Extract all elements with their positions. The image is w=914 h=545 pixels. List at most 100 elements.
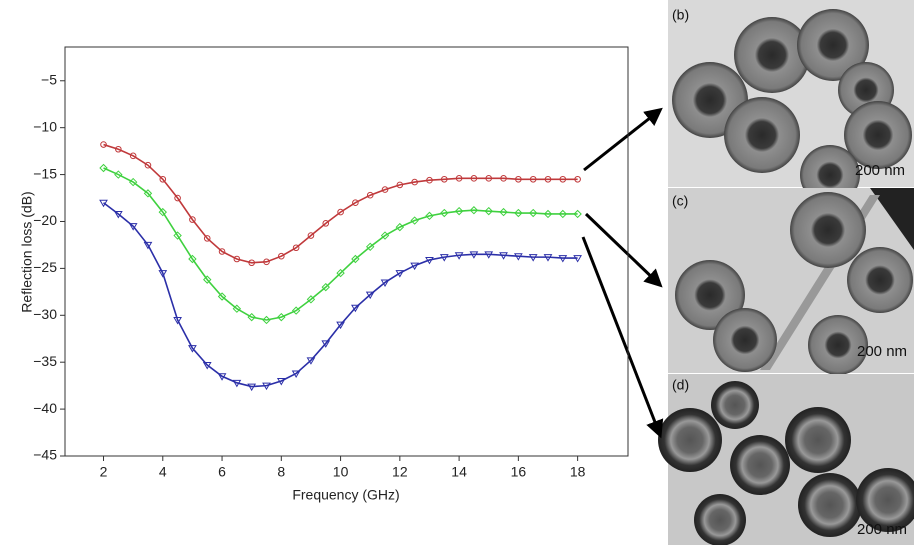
data-point: [159, 175, 167, 183]
data-point: [321, 340, 331, 348]
data-point: [380, 231, 390, 240]
panel-label: (b): [672, 7, 689, 23]
data-point: [188, 254, 197, 264]
data-point: [217, 292, 227, 301]
data-point: [322, 220, 330, 227]
data-point: [543, 254, 553, 262]
data-point: [351, 304, 360, 313]
series-line: [103, 143, 578, 264]
y-tick-label: −15: [33, 165, 57, 181]
data-point: [336, 321, 345, 330]
panel-label: (c): [672, 193, 688, 209]
data-point: [499, 207, 508, 217]
data-point: [410, 262, 420, 271]
data-point: [202, 362, 212, 370]
y-tick-label: −45: [33, 447, 57, 463]
x-tick-label: 16: [511, 464, 527, 480]
data-point: [128, 177, 138, 187]
y-tick-label: −40: [33, 400, 57, 416]
data-point: [439, 254, 449, 262]
data-point: [276, 377, 286, 386]
data-point: [203, 275, 212, 284]
data-point: [469, 206, 479, 215]
data-point: [232, 379, 242, 388]
data-point: [291, 306, 301, 315]
data-point: [380, 279, 390, 287]
data-point: [543, 209, 553, 219]
data-point: [395, 222, 405, 232]
data-point: [366, 191, 374, 199]
data-point: [454, 252, 464, 260]
data-point: [143, 241, 153, 250]
x-tick-label: 2: [100, 464, 108, 480]
data-point: [128, 223, 138, 231]
data-point: [426, 176, 433, 184]
data-point: [217, 373, 227, 381]
data-point: [396, 181, 404, 189]
data-point: [485, 175, 493, 182]
x-tick-label: 14: [451, 464, 467, 480]
data-point: [247, 383, 257, 392]
data-point: [529, 175, 537, 183]
y-tick-label: −35: [33, 353, 57, 369]
data-point: [113, 210, 123, 219]
scale-bar-label: 200 nm: [855, 162, 905, 179]
data-point: [558, 209, 568, 219]
data-point: [143, 189, 153, 198]
data-point: [262, 382, 271, 391]
data-point: [454, 206, 464, 216]
data-point: [278, 252, 285, 260]
data-point: [574, 175, 581, 183]
data-point: [528, 254, 538, 262]
data-point: [115, 145, 122, 153]
data-point: [144, 161, 152, 169]
x-tick-label: 4: [159, 464, 167, 480]
x-tick-label: 12: [392, 464, 408, 480]
data-point: [381, 186, 389, 193]
x-tick-label: 8: [277, 464, 285, 480]
data-point: [307, 232, 315, 239]
data-point: [277, 312, 286, 322]
data-point: [544, 175, 552, 183]
data-point: [248, 259, 255, 267]
x-tick-label: 18: [570, 464, 586, 480]
y-tick-label: −30: [33, 306, 57, 322]
data-point: [188, 345, 197, 353]
scale-bar-label: 200 nm: [857, 343, 907, 360]
data-point: [173, 316, 182, 325]
data-point: [484, 251, 494, 259]
data-point: [233, 255, 241, 263]
x-axis-title: Frequency (GHz): [292, 487, 399, 503]
data-point: [100, 141, 107, 148]
data-point: [514, 208, 523, 218]
data-point: [484, 206, 493, 216]
data-point: [129, 152, 137, 160]
y-axis-title: Reflection loss (dB): [19, 191, 35, 312]
data-point: [440, 208, 449, 218]
data-point: [158, 207, 167, 217]
data-point: [528, 208, 538, 218]
tem-panels: (b) 200 nm (c) 200 nm (d) 200 nm: [658, 0, 914, 545]
data-point: [351, 254, 360, 264]
data-point: [247, 312, 256, 322]
x-tick-label: 6: [218, 464, 226, 480]
panel-label: (d): [672, 377, 689, 393]
series-line: [103, 202, 578, 388]
series-line: [103, 167, 578, 321]
data-point: [173, 231, 182, 240]
data-point: [513, 253, 523, 261]
data-point: [189, 216, 196, 223]
data-point: [365, 242, 375, 252]
data-point: [99, 163, 108, 173]
data-point: [559, 175, 567, 183]
data-point: [263, 258, 270, 266]
data-point: [174, 194, 181, 202]
plot-frame: [64, 46, 629, 457]
data-point: [499, 252, 508, 260]
y-tick-label: −20: [33, 212, 57, 228]
data-point: [515, 175, 522, 183]
scale-bar-label: 200 nm: [857, 521, 907, 538]
data-point: [395, 270, 405, 278]
data-point: [218, 248, 226, 255]
